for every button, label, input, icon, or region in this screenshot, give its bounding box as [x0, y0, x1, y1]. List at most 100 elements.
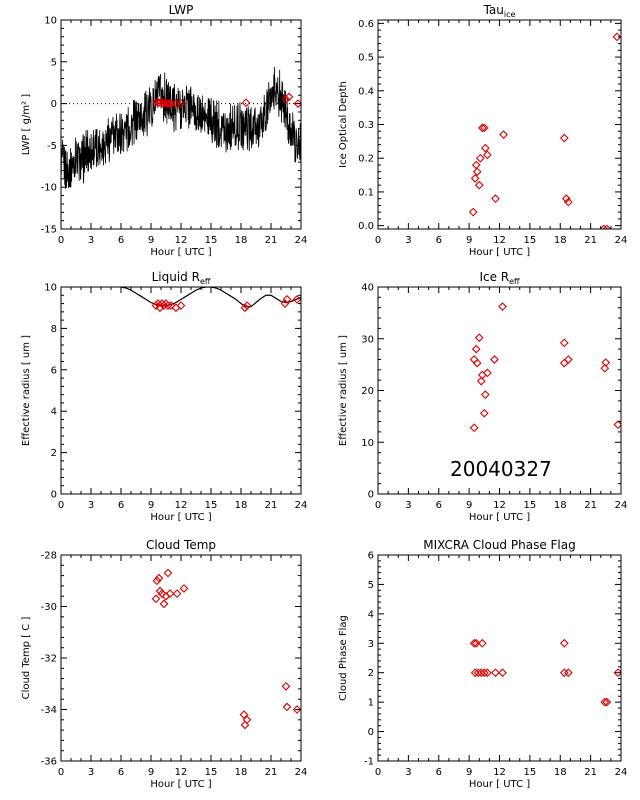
- y-tick-label: 0.0: [358, 221, 374, 232]
- x-tick-label: 18: [235, 235, 248, 246]
- data-point-4: [474, 333, 484, 343]
- data-point-7: [482, 668, 492, 678]
- data-point-13: [600, 697, 610, 707]
- data-point-3: [470, 668, 480, 678]
- data-point-8: [480, 143, 490, 153]
- data-point-5: [476, 668, 486, 678]
- y-tick-label: 4: [51, 407, 57, 418]
- plot-area: [61, 66, 301, 189]
- y-tick-label: 10: [44, 16, 57, 27]
- data-point-7: [166, 301, 176, 311]
- data-point-8: [165, 589, 175, 599]
- x-tick-label: 6: [118, 500, 124, 511]
- data-point-2: [471, 344, 481, 354]
- data-point-1: [471, 638, 481, 648]
- x-tick-label: 12: [175, 767, 188, 778]
- data-point-3: [472, 358, 482, 368]
- data-point-9: [176, 301, 186, 311]
- data-point-10: [240, 303, 250, 313]
- lwp-trace: [61, 66, 301, 189]
- x-tick-label: 9: [148, 767, 154, 778]
- y-tick-label: 20: [361, 386, 374, 397]
- x-tick-label: 9: [148, 235, 154, 246]
- data-point-6: [479, 668, 489, 678]
- y-tick-label: -36: [41, 757, 57, 768]
- x-tick-label: 3: [405, 235, 411, 246]
- y-tick-label: 5: [51, 57, 57, 68]
- data-point-2: [154, 573, 164, 583]
- panel-cloud_temp: 0 3 6 9 12 15 18 21 24 -36 -34 -32 -30 -28 Cloud Temp H…: [21, 538, 307, 790]
- y-tick-label: 2: [368, 668, 374, 679]
- x-tick-label: 21: [265, 767, 278, 778]
- y-tick-label: 0: [51, 99, 57, 110]
- x-axis-label: Hour [ UTC ]: [469, 512, 530, 523]
- data-point-7: [479, 123, 489, 133]
- data-point-2: [477, 638, 487, 648]
- y-tick-label: -30: [41, 602, 57, 613]
- data-point-9: [482, 150, 492, 160]
- plot-area: [469, 302, 621, 433]
- x-tick-label: 12: [493, 235, 506, 246]
- y-axis-label: Cloud Phase Flag: [338, 615, 349, 701]
- y-tick-label: 0.1: [358, 187, 374, 198]
- data-point-15: [613, 668, 621, 678]
- x-tick-label: 12: [493, 500, 506, 511]
- data-point-3: [158, 99, 168, 108]
- y-tick-label: -5: [47, 141, 57, 152]
- data-point-11: [242, 301, 252, 311]
- x-tick-label: 15: [205, 500, 218, 511]
- panel-title: MIXCRA Cloud Phase Flag: [423, 538, 575, 552]
- x-tick-label: 6: [436, 235, 442, 246]
- data-point-4: [474, 180, 484, 190]
- x-tick-label: 18: [235, 500, 248, 511]
- x-tick-label: 12: [175, 235, 188, 246]
- y-tick-label: 3: [368, 639, 374, 650]
- x-tick-label: 6: [436, 500, 442, 511]
- data-point-14: [563, 355, 573, 364]
- data-point-9: [482, 368, 492, 378]
- data-point-7: [479, 408, 489, 418]
- data-point-15: [282, 702, 292, 712]
- x-tick-label: 24: [615, 767, 628, 778]
- data-point-6: [477, 123, 487, 133]
- y-axis-label: Cloud Temp [ C ]: [21, 617, 32, 700]
- panel-title: Ice Reff: [479, 270, 520, 286]
- x-tick-label: 3: [88, 767, 94, 778]
- x-axis-label: Hour [ UTC ]: [150, 779, 211, 790]
- x-tick-label: 12: [175, 500, 188, 511]
- x-tick-label: 12: [493, 767, 506, 778]
- data-point-1: [152, 576, 162, 586]
- data-point-16: [292, 705, 301, 714]
- data-point-10: [490, 355, 499, 364]
- model-curve: [120, 287, 301, 308]
- data-point-9: [172, 589, 182, 599]
- x-tick-label: 0: [58, 767, 64, 778]
- x-tick-label: 21: [584, 500, 597, 511]
- x-axis-label: Hour [ UTC ]: [150, 512, 211, 523]
- x-tick-label: 0: [375, 767, 381, 778]
- x-tick-label: 6: [436, 767, 442, 778]
- date-stamp: 20040327: [450, 457, 552, 481]
- x-tick-label: 21: [265, 235, 278, 246]
- x-tick-label: 0: [58, 235, 64, 246]
- x-tick-label: 18: [554, 767, 567, 778]
- data-point-12: [563, 668, 573, 678]
- plot-area: [469, 638, 621, 707]
- x-axis-label: Hour [ UTC ]: [469, 779, 530, 790]
- x-tick-label: 6: [118, 767, 124, 778]
- x-tick-label: 6: [118, 235, 124, 246]
- data-point-0: [468, 207, 478, 217]
- x-tick-label: 21: [584, 235, 597, 246]
- x-tick-label: 3: [405, 767, 411, 778]
- data-point-13: [293, 99, 301, 108]
- x-tick-label: 18: [554, 500, 567, 511]
- data-point-15: [599, 224, 609, 229]
- data-point-7: [163, 568, 173, 578]
- y-tick-label: 4: [368, 609, 374, 620]
- x-tick-label: 3: [88, 235, 94, 246]
